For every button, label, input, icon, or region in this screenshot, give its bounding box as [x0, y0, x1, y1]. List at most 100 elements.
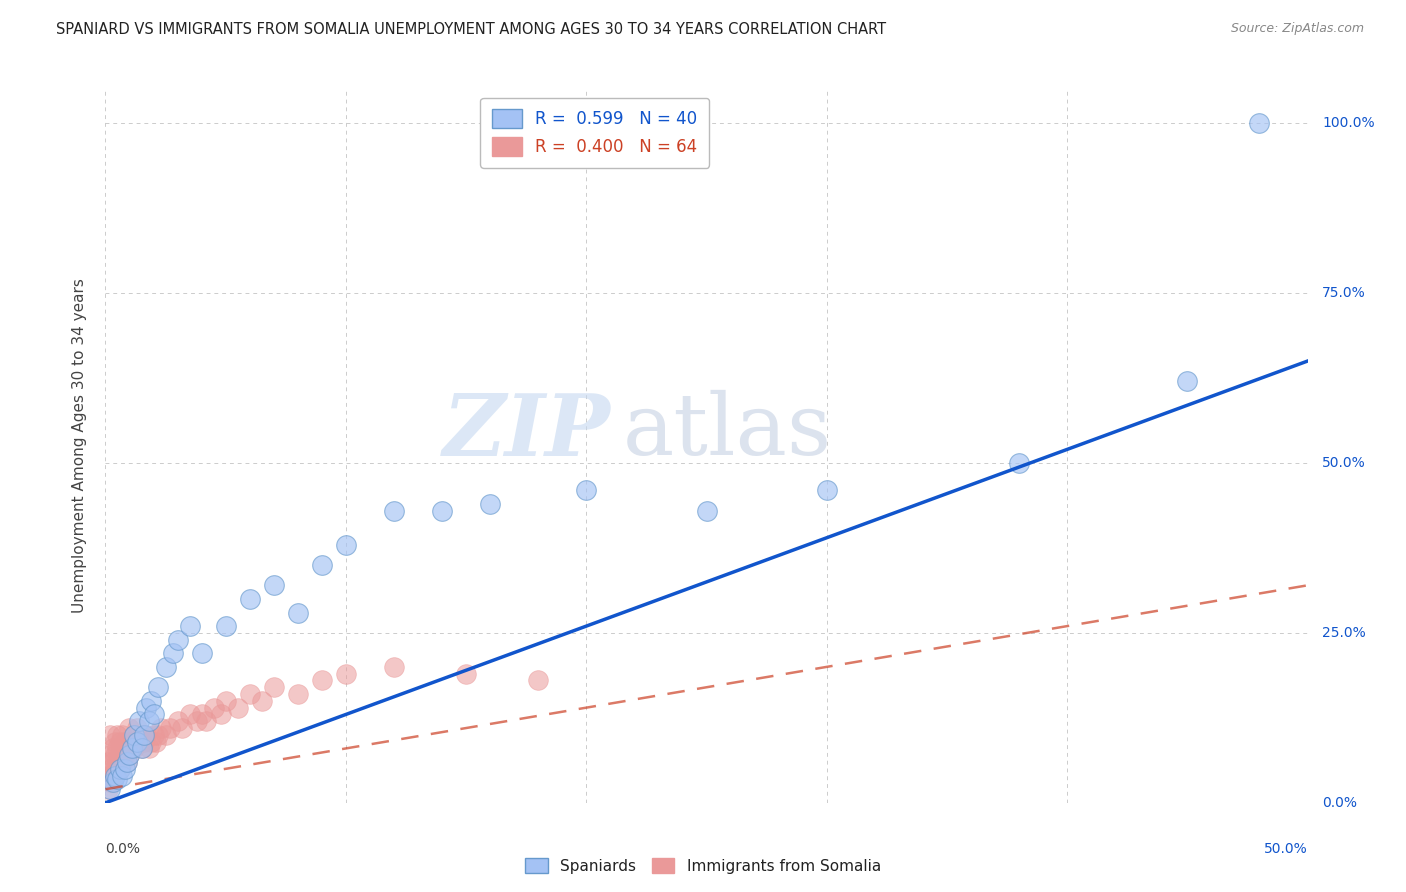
- Point: [195, 714, 218, 729]
- Point: [125, 734, 148, 748]
- Text: 0.0%: 0.0%: [1322, 796, 1357, 810]
- Point: [142, 707, 165, 722]
- Point: [239, 591, 262, 606]
- Point: [107, 728, 129, 742]
- Point: [155, 728, 177, 742]
- Point: [114, 748, 136, 763]
- Point: [226, 700, 249, 714]
- Point: [132, 728, 155, 742]
- Point: [125, 734, 148, 748]
- Point: [696, 503, 718, 517]
- Point: [101, 769, 124, 783]
- Point: [114, 734, 136, 748]
- Point: [98, 775, 121, 789]
- Point: [239, 687, 262, 701]
- Point: [250, 694, 273, 708]
- Point: [311, 673, 333, 688]
- Point: [111, 755, 134, 769]
- Point: [98, 782, 121, 797]
- Point: [115, 755, 138, 769]
- Point: [118, 734, 141, 748]
- Point: [101, 755, 124, 769]
- Point: [135, 728, 157, 742]
- Point: [108, 748, 131, 763]
- Point: [118, 721, 141, 735]
- Point: [166, 632, 188, 647]
- Point: [118, 748, 141, 763]
- Point: [132, 734, 155, 748]
- Point: [287, 606, 309, 620]
- Point: [107, 741, 129, 756]
- Point: [155, 660, 177, 674]
- Point: [98, 748, 121, 763]
- Point: [108, 734, 131, 748]
- Text: ZIP: ZIP: [443, 390, 610, 474]
- Point: [124, 741, 146, 756]
- Point: [125, 721, 148, 735]
- Text: SPANIARD VS IMMIGRANTS FROM SOMALIA UNEMPLOYMENT AMONG AGES 30 TO 34 YEARS CORRE: SPANIARD VS IMMIGRANTS FROM SOMALIA UNEM…: [56, 22, 886, 37]
- Point: [172, 721, 194, 735]
- Point: [454, 666, 477, 681]
- Text: 50.0%: 50.0%: [1322, 456, 1365, 470]
- Point: [382, 660, 405, 674]
- Point: [142, 728, 165, 742]
- Point: [108, 762, 131, 776]
- Point: [214, 619, 236, 633]
- Point: [124, 728, 146, 742]
- Point: [159, 721, 181, 735]
- Point: [209, 707, 232, 722]
- Point: [186, 714, 208, 729]
- Text: 75.0%: 75.0%: [1322, 286, 1365, 300]
- Point: [98, 728, 121, 742]
- Point: [575, 483, 598, 498]
- Point: [131, 741, 153, 756]
- Point: [107, 772, 129, 786]
- Point: [166, 714, 188, 729]
- Point: [263, 578, 285, 592]
- Point: [335, 537, 357, 551]
- Legend: R =  0.599   N = 40, R =  0.400   N = 64: R = 0.599 N = 40, R = 0.400 N = 64: [481, 97, 709, 168]
- Text: Source: ZipAtlas.com: Source: ZipAtlas.com: [1230, 22, 1364, 36]
- Point: [98, 762, 121, 776]
- Point: [287, 687, 309, 701]
- Point: [107, 755, 129, 769]
- Point: [263, 680, 285, 694]
- Point: [97, 755, 120, 769]
- Point: [139, 694, 162, 708]
- Point: [179, 619, 201, 633]
- Point: [149, 721, 172, 735]
- Point: [121, 741, 143, 756]
- Point: [111, 769, 134, 783]
- Point: [115, 741, 138, 756]
- Text: atlas: atlas: [623, 390, 831, 474]
- Point: [97, 782, 120, 797]
- Point: [1249, 116, 1271, 130]
- Point: [202, 700, 225, 714]
- Point: [104, 748, 127, 763]
- Point: [131, 728, 153, 742]
- Point: [111, 741, 134, 756]
- Point: [97, 769, 120, 783]
- Point: [118, 748, 141, 763]
- Point: [131, 741, 153, 756]
- Point: [115, 755, 138, 769]
- Point: [101, 775, 124, 789]
- Text: 100.0%: 100.0%: [1322, 116, 1375, 130]
- Point: [104, 734, 127, 748]
- Text: 0.0%: 0.0%: [105, 842, 141, 856]
- Text: 50.0%: 50.0%: [1264, 842, 1308, 856]
- Point: [430, 503, 453, 517]
- Point: [138, 714, 160, 729]
- Point: [128, 714, 150, 729]
- Point: [479, 497, 502, 511]
- Text: 25.0%: 25.0%: [1322, 626, 1365, 640]
- Point: [104, 769, 127, 783]
- Y-axis label: Unemployment Among Ages 30 to 34 years: Unemployment Among Ages 30 to 34 years: [72, 278, 87, 614]
- Point: [148, 680, 170, 694]
- Point: [124, 728, 146, 742]
- Point: [162, 646, 184, 660]
- Point: [139, 734, 162, 748]
- Point: [1175, 375, 1198, 389]
- Point: [527, 673, 550, 688]
- Point: [382, 503, 405, 517]
